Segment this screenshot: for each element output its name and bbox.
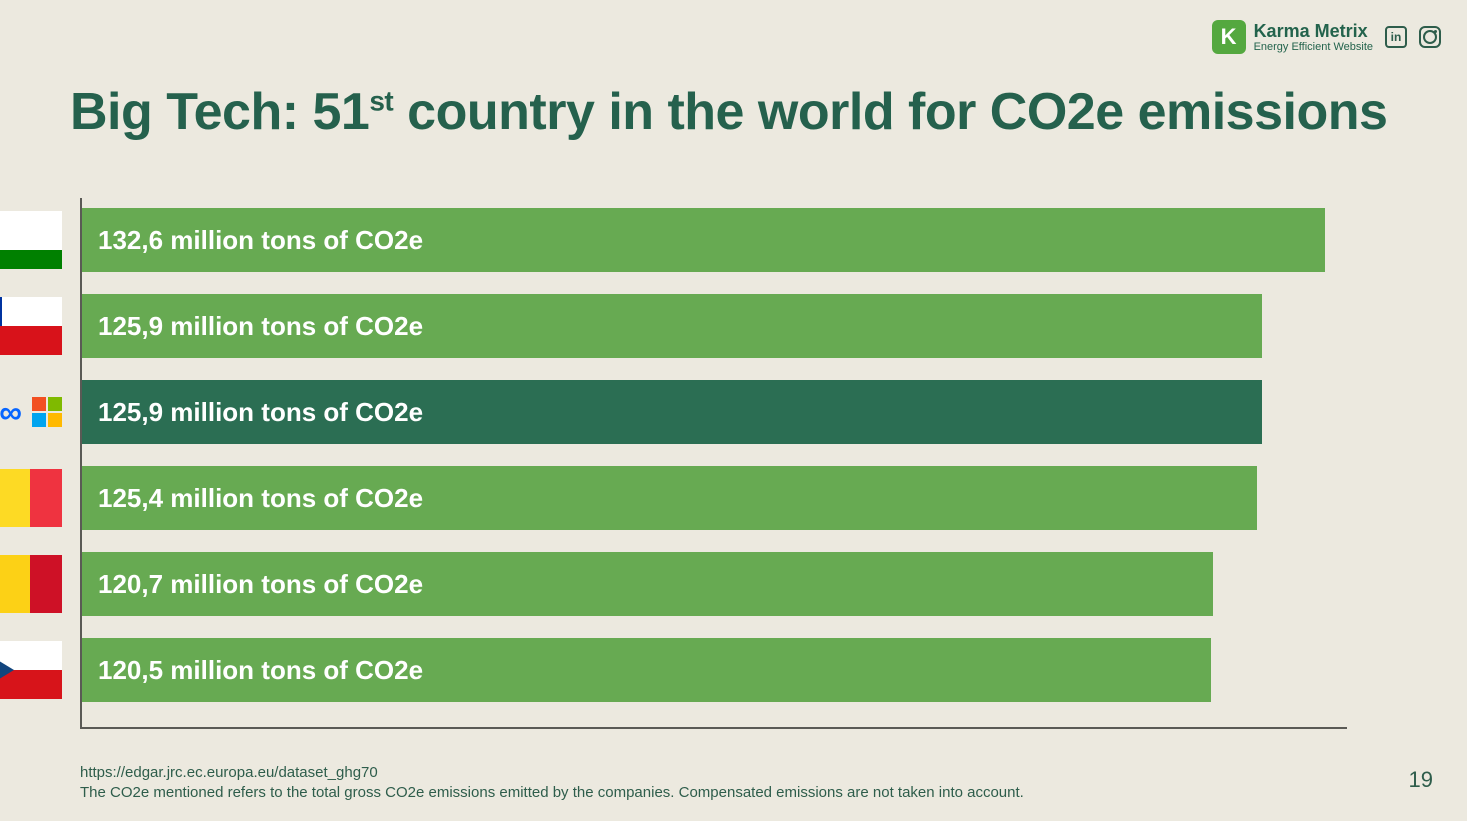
page-title: Big Tech: 51st country in the world for …: [70, 82, 1437, 142]
emissions-bar-chart: Oman ✳ 132,6 million tons of CO2e Chile …: [80, 198, 1347, 729]
title-suffix: country in the world for CO2e emissions: [393, 83, 1387, 141]
brand-tagline: Energy Efficient Website: [1254, 42, 1373, 53]
header: K Karma Metrix Energy Efficient Website …: [1212, 20, 1441, 54]
title-prefix: Big Tech: 51: [70, 83, 369, 141]
brand-name: Karma Metrix: [1254, 22, 1373, 40]
row-label: Romania: [0, 552, 82, 616]
bar: 120,5 million tons of CO2e: [82, 638, 1211, 702]
chart-rows: Oman ✳ 132,6 million tons of CO2e Chile …: [82, 198, 1347, 727]
bar: 132,6 million tons of CO2e: [82, 208, 1325, 272]
row-label: Chile ★: [0, 294, 82, 358]
footer-note: The CO2e mentioned refers to the total g…: [80, 783, 1427, 803]
chart-row-czech: Rep. Ceca 120,5 million tons of CO2e: [82, 638, 1347, 702]
row-label: Rep. Ceca: [0, 638, 82, 702]
chart-row-oman: Oman ✳ 132,6 million tons of CO2e: [82, 208, 1347, 272]
flag-romania-icon: [0, 555, 62, 613]
microsoft-icon: [32, 397, 62, 427]
flag-belgium-icon: [0, 469, 62, 527]
title-ordinal-sup: st: [369, 86, 393, 117]
brand-text: Karma Metrix Energy Efficient Website: [1254, 22, 1373, 53]
row-label: Oman ✳: [0, 208, 82, 272]
flag-oman-icon: ✳: [0, 211, 62, 269]
footer: https://edgar.jrc.ec.europa.eu/dataset_g…: [80, 763, 1427, 804]
bar: 120,7 million tons of CO2e: [82, 552, 1213, 616]
bar: 125,9 million tons of CO2e: [82, 294, 1262, 358]
row-label: Belgium: [0, 466, 82, 530]
linkedin-icon[interactable]: in: [1385, 26, 1407, 48]
chart-row-belgium: Belgium 125,4 million tons of CO2e: [82, 466, 1347, 530]
chart-row-romania: Romania 120,7 million tons of CO2e: [82, 552, 1347, 616]
bar: 125,9 million tons of CO2e: [82, 380, 1262, 444]
bar: 125,4 million tons of CO2e: [82, 466, 1257, 530]
footer-source: https://edgar.jrc.ec.europa.eu/dataset_g…: [80, 763, 1427, 783]
chart-row-bigtech: G a ∞ 125,9 million tons of CO2e: [82, 380, 1347, 444]
bigtech-logos: G a ∞: [0, 393, 62, 432]
brand-logo: K Karma Metrix Energy Efficient Website: [1212, 20, 1373, 54]
brand-badge-icon: K: [1212, 20, 1246, 54]
row-label: G a ∞: [0, 380, 82, 444]
meta-icon: ∞: [0, 394, 22, 431]
flag-chile-icon: ★: [0, 297, 62, 355]
flag-czech-icon: [0, 641, 62, 699]
chart-row-chile: Chile ★ 125,9 million tons of CO2e: [82, 294, 1347, 358]
page-number: 19: [1409, 767, 1433, 793]
instagram-icon[interactable]: [1419, 26, 1441, 48]
